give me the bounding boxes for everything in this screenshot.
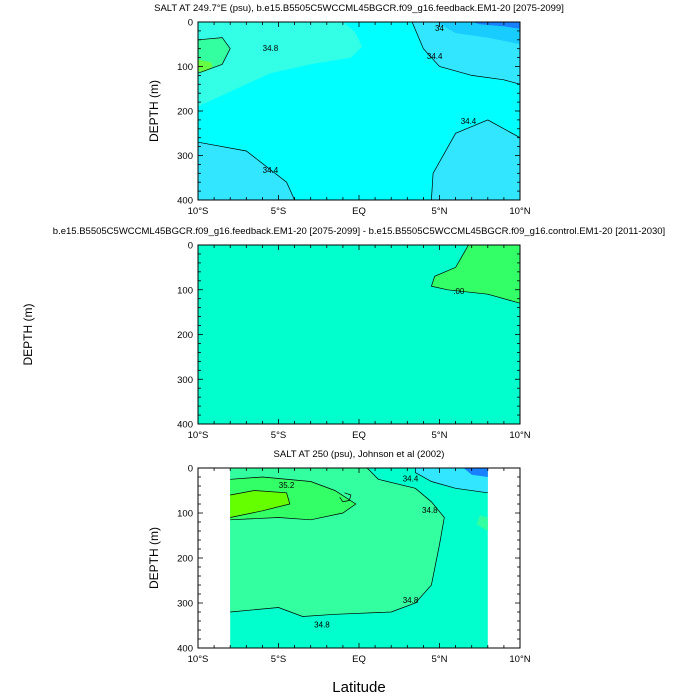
contour-line [431, 119, 520, 200]
contour-line [198, 141, 295, 200]
contour-line [339, 492, 352, 503]
region-saltiest-core [198, 59, 213, 72]
x-tick-label: 10°S [188, 654, 209, 665]
x-tick-label: 5°S [271, 654, 286, 665]
contour-label: .00 [453, 287, 465, 296]
x-tick-label: EQ [352, 430, 366, 441]
x-tick-label: EQ [352, 206, 366, 217]
contour-label: 34.4 [427, 52, 443, 61]
filled-contours: 34.8 34.4 34.4 34.4 34 [198, 22, 520, 200]
panel-title: SALT AT 250 (psu), Johnson et al (2002) [274, 449, 445, 460]
contour-label: 34.8 [422, 506, 438, 515]
region-freshest-corner [463, 468, 488, 477]
y-tick-label: 0 [188, 18, 193, 29]
y-axis-label: DEPTH (m) [147, 80, 161, 142]
contour-label: 34.4 [263, 166, 279, 175]
y-tick-label: 100 [177, 62, 193, 73]
x-tick-label: 10°N [509, 430, 530, 441]
x-axis-label: Latitude [332, 679, 385, 696]
x-tick-label: 5°N [432, 206, 448, 217]
contour-label: 34.4 [403, 474, 419, 483]
x-tick-label: 10°S [188, 430, 209, 441]
y-tick-label: 400 [177, 644, 193, 655]
contour-label: 34.8 [403, 596, 419, 605]
y-tick-label: 300 [177, 375, 193, 386]
contour-line [230, 490, 291, 518]
contour-label: 34.8 [314, 621, 330, 630]
panel-3: 35.2 34.4 34.8 34.8 34.8 SALT AT 250 (psu), J… [147, 449, 531, 665]
x-tick-label: EQ [352, 654, 366, 665]
y-tick-label: 400 [177, 196, 193, 207]
y-axis-label: DEPTH (m) [21, 304, 35, 366]
y-tick-label: 300 [177, 599, 193, 610]
panel-title: SALT AT 249.7°E (psu), b.e15.B5505C5WCCM… [154, 3, 564, 14]
y-tick-label: 200 [177, 330, 193, 341]
region-fresher-northeast [412, 22, 520, 200]
y-tick-label: 100 [177, 285, 193, 296]
contour-line [430, 245, 520, 304]
region-saltier-west [198, 22, 363, 107]
y-tick-label: 0 [188, 241, 193, 252]
contour-line [198, 37, 231, 74]
y-tick-label: 400 [177, 420, 193, 431]
contour-label: 34.8 [263, 44, 279, 53]
panel-2: .00 b.e15.B5505C5WCCML45BGCR.f09_g16.feed… [21, 226, 665, 441]
y-tick-label: 200 [177, 107, 193, 118]
contour-line [230, 476, 357, 521]
region-positive-anomaly [431, 245, 520, 304]
panel-title: b.e15.B5505C5WCCML45BGCR.f09_g16.feedbac… [53, 226, 665, 237]
filled-contours: 35.2 34.4 34.8 34.8 34.8 [230, 468, 488, 648]
region-saltiest-core [230, 490, 290, 518]
y-tick-label: 200 [177, 554, 193, 565]
contour-line [415, 468, 488, 494]
x-tick-label: 10°N [509, 206, 530, 217]
x-tick-label: 10°S [188, 206, 209, 217]
x-tick-label: 5°N [432, 430, 448, 441]
x-tick-label: 5°S [271, 206, 286, 217]
tick-marks [197, 21, 521, 201]
y-axis-label: DEPTH (m) [147, 527, 161, 589]
region-fresher-band [415, 468, 488, 493]
contour-label: 34.4 [461, 117, 477, 126]
tick-marks [197, 244, 521, 425]
x-tick-label: 5°N [432, 654, 448, 665]
x-tick-label: 10°N [509, 654, 530, 665]
tick-marks [197, 467, 521, 649]
region-freshest-corner [471, 22, 520, 29]
region-fresher-corner [436, 22, 520, 45]
y-tick-label: 0 [188, 464, 193, 475]
contour-line [411, 22, 520, 85]
contour-label: 35.2 [279, 481, 295, 490]
contour-line [230, 468, 445, 617]
region-salty-eddy-north [476, 515, 488, 531]
panel-1: 34.8 34.4 34.4 34.4 34 SALT AT 249.7°E (psu),… [147, 3, 564, 217]
y-tick-label: 100 [177, 509, 193, 520]
contour-label: 34 [435, 24, 444, 33]
x-tick-label: 5°S [271, 430, 286, 441]
region-fresh-southwest [198, 142, 295, 200]
y-tick-label: 300 [177, 151, 193, 162]
filled-contours: .00 [430, 245, 520, 304]
